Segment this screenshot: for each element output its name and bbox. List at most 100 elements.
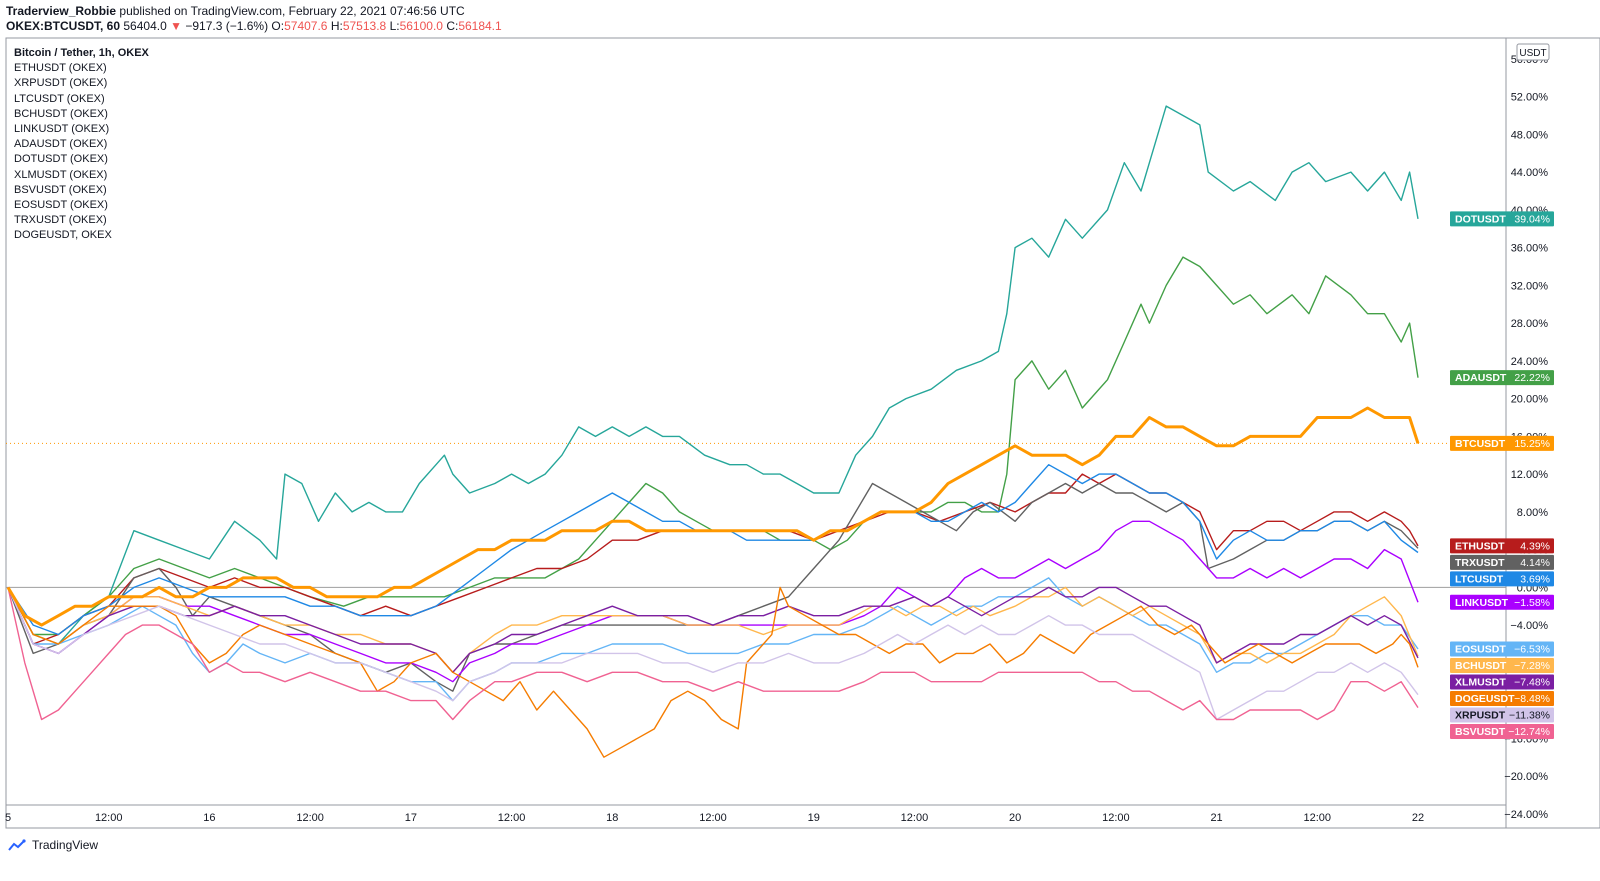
series-line-btcusdt[interactable] [6,406,1420,627]
legend-item[interactable]: EOSUSDT (OKEX) [14,199,108,212]
y-tick-label: 20.00% [1511,394,1549,406]
legend-item[interactable]: LINKUSDT (OKEX) [14,123,110,136]
series-line-eosusdt[interactable] [7,577,1419,702]
badge-symbol: TRXUSDT [1455,557,1505,569]
y-tick-label: 12.00% [1511,469,1549,481]
badge-symbol: BTCUSDT [1455,438,1506,450]
last-price: 56404.0 [123,19,167,33]
x-tick-label: 5 [5,812,11,824]
legend-item[interactable]: LTCUSDT (OKEX) [14,92,105,105]
quote-line: OKEX:BTCUSDT, 60 56404.0 ▼ −917.3 (−1.6%… [6,19,502,33]
open-label: O: [271,19,285,33]
legend-item[interactable]: XLMUSDT (OKEX) [14,168,108,181]
badge-ethusdt[interactable] [1450,538,1554,554]
x-tick-label: 20 [1009,812,1021,824]
badge-adausdt[interactable] [1450,370,1554,386]
badge-value: −12.74% [1508,726,1550,738]
badge-symbol: EOSUSDT [1455,643,1506,655]
badge-symbol: DOGEUSDT [1455,693,1515,705]
y-tick-label: −24.00% [1504,809,1548,821]
badge-btcusdt[interactable] [1450,435,1554,451]
badge-value: −7.28% [1514,660,1550,672]
series-line-xlmusdt[interactable] [7,586,1419,673]
badge-dotusdt[interactable] [1450,211,1554,227]
badge-value: −1.58% [1514,597,1550,609]
x-tick-label: 22 [1412,812,1424,824]
currency-label: USDT [1519,48,1546,59]
series-line-xrpusdt[interactable] [7,587,1419,721]
brand-name: TradingView [32,838,99,852]
x-tick-label: 17 [405,812,417,824]
low-label: L: [389,19,400,33]
badge-value: 3.69% [1520,573,1550,585]
badge-symbol: BSVUSDT [1455,726,1506,738]
legend-item[interactable]: ETHUSDT (OKEX) [14,62,107,75]
y-tick-label: 28.00% [1511,318,1549,330]
legend-item[interactable]: BSVUSDT (OKEX) [14,183,107,196]
series-line-bsvusdt[interactable] [7,587,1419,721]
y-tick-label: −4.00% [1510,620,1548,632]
high-value: 57513.8 [342,19,387,33]
x-tick-label: 12:00 [901,812,929,824]
legend-item[interactable]: BCHUSDT (OKEX) [14,107,108,120]
x-tick-label: 12:00 [498,812,526,824]
x-tick-label: 12:00 [296,812,324,824]
badge-symbol: LTCUSDT [1455,573,1504,585]
published-line: Traderview_Robbie published on TradingVi… [6,4,465,18]
change-value: −917.3 (−1.6%) [185,19,269,33]
badge-value: 15.25% [1514,438,1550,450]
legend-item[interactable]: DOGEUSDT, OKEX [14,229,112,242]
series-line-dogeusdt[interactable] [7,586,1419,758]
badge-value: −11.38% [1509,709,1550,721]
badge-symbol: DOTUSDT [1455,213,1506,225]
badge-linkusdt[interactable] [1450,594,1554,610]
badge-bchusdt[interactable] [1450,657,1554,673]
legend-item[interactable]: DOTUSDT (OKEX) [14,153,108,166]
high-label: H: [330,19,343,33]
publisher-name: Traderview_Robbie [6,4,117,18]
badge-dogeusdt[interactable] [1450,690,1554,706]
badge-value: −7.48% [1514,676,1550,688]
x-tick-label: 12:00 [699,812,727,824]
badge-value: −6.53% [1514,643,1550,655]
low-value: 56100.0 [399,19,443,33]
tradingview-brand[interactable]: TradingView [8,838,98,852]
chart-frame [5,37,1600,829]
down-arrow-icon: ▼ [170,19,182,33]
currency-box[interactable] [1516,43,1550,61]
legend-main-symbol[interactable]: Bitcoin / Tether, 1h, OKEX [14,47,149,59]
badge-ltcusdt[interactable] [1450,571,1554,587]
close-value: 56184.1 [458,19,502,33]
badge-trxusdt[interactable] [1450,554,1554,570]
badge-xrpusdt[interactable] [1450,707,1554,723]
x-tick-label: 12:00 [1304,812,1332,824]
legend-item[interactable]: TRXUSDT (OKEX) [14,214,107,227]
x-tick-label: 12:00 [95,812,123,824]
legend-item[interactable]: ADAUSDT (OKEX) [14,138,108,151]
badge-value: 4.14% [1520,557,1550,569]
y-tick-label: 36.00% [1511,243,1549,255]
x-tick-label: 21 [1210,812,1222,824]
series-line-ethusdt[interactable] [7,473,1419,645]
x-tick-label: 19 [808,812,820,824]
series-line-dotusdt[interactable] [7,105,1419,645]
open-value: 57407.6 [284,19,328,33]
badge-xlmusdt[interactable] [1450,674,1554,690]
y-tick-label: −20.00% [1504,771,1548,783]
badge-symbol: ETHUSDT [1455,540,1505,552]
chart-legend: Bitcoin / Tether, 1h, OKEX ETHUSDT (OKEX… [14,46,149,244]
badge-value: 22.22% [1514,372,1550,384]
legend-item[interactable]: XRPUSDT (OKEX) [14,77,108,90]
published-text: published on TradingView.com, February 2… [119,4,465,18]
series-line-ltcusdt[interactable] [7,464,1419,636]
badge-value: 4.39% [1520,540,1550,552]
badge-eosusdt[interactable] [1450,641,1554,657]
badge-bsvusdt[interactable] [1450,723,1554,739]
series-line-adausdt[interactable] [7,256,1419,636]
badge-symbol: XLMUSDT [1455,676,1506,688]
y-tick-label: 52.00% [1511,92,1549,104]
y-tick-label: 8.00% [1517,507,1548,519]
close-label: C: [446,19,459,33]
x-tick-label: 16 [203,812,215,824]
